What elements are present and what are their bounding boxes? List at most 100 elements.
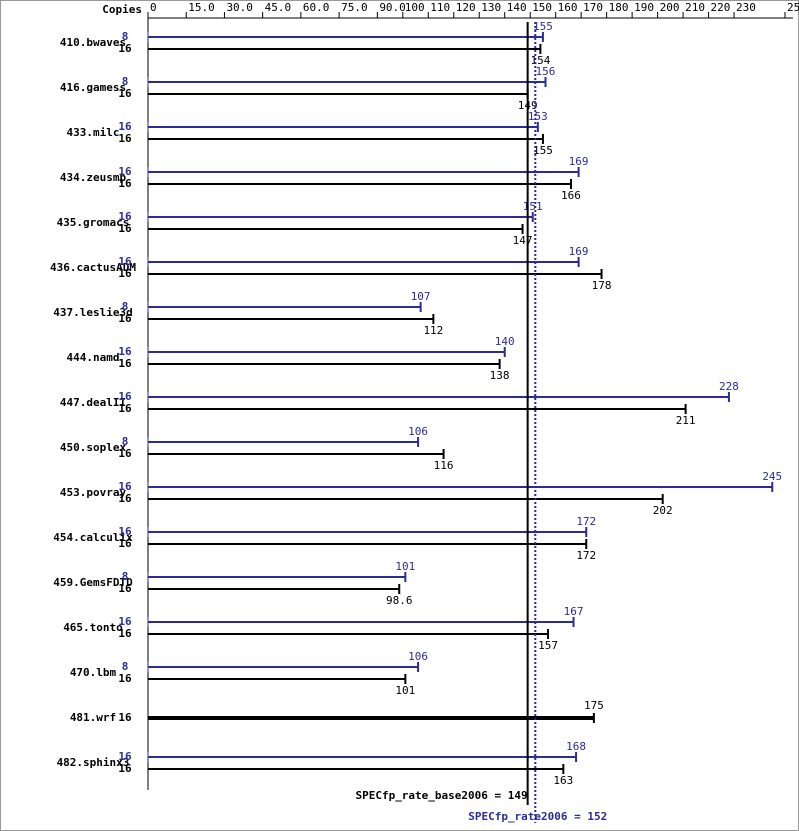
copies-label: 8 [122,435,129,448]
copies-label: 16 [118,222,132,235]
value-label: 98.6 [386,594,413,607]
copies-label: 16 [118,615,132,628]
x-tick-label: 200 [660,1,680,14]
copies-label: 16 [118,672,132,685]
x-tick-label: 0 [150,1,157,14]
value-label: 211 [676,414,696,427]
value-label: 106 [408,425,428,438]
value-label: 157 [538,639,558,652]
copies-label: 16 [118,177,132,190]
value-label: 147 [513,234,533,247]
x-tick-label: 210 [685,1,705,14]
copies-label: 16 [118,627,132,640]
value-label: 153 [528,110,548,123]
copies-label: 16 [118,537,132,550]
value-label: 167 [564,605,584,618]
benchmark-label: 459.GemsFDTD [53,576,133,589]
x-tick-label: 220 [711,1,731,14]
benchmark-label: 465.tonto [63,621,123,634]
copies-label: 16 [118,402,132,415]
value-label: 168 [566,740,586,753]
value-label: 202 [653,504,673,517]
value-label: 172 [576,515,596,528]
value-label: 175 [584,699,604,712]
value-label: 156 [536,65,556,78]
x-tick-label: 15.0 [188,1,215,14]
value-label: 228 [719,380,739,393]
copies-label: 16 [118,312,132,325]
copies-label: 16 [118,132,132,145]
copies-label: 16 [118,750,132,763]
copies-label: 16 [118,255,132,268]
x-tick-label: 100 [405,1,425,14]
value-label: 116 [434,459,454,472]
x-tick-label: 140 [507,1,527,14]
reference-label: SPECfp_rate_base2006 = 149 [355,789,527,802]
x-tick-label: 30.0 [226,1,253,14]
x-tick-label: 180 [609,1,629,14]
benchmark-label: 454.calculix [53,531,133,544]
value-label: 163 [553,774,573,787]
x-tick-label: 170 [583,1,603,14]
copies-label: 16 [118,42,132,55]
copies-label: 16 [118,480,132,493]
value-label: 178 [592,279,612,292]
x-tick-label: 75.0 [341,1,368,14]
benchmark-label: 434.zeusmp [60,171,127,184]
copies-label: 16 [118,582,132,595]
x-tick-label: 120 [456,1,476,14]
value-label: 155 [533,144,553,157]
benchmark-label: 470.lbm [70,666,117,679]
value-label: 101 [395,684,415,697]
value-label: 166 [561,189,581,202]
copies-label: 16 [118,711,132,724]
copies-label: 16 [118,525,132,538]
benchmark-label: 433.milc [67,126,120,139]
benchmark-label: 453.povray [60,486,127,499]
value-label: 106 [408,650,428,663]
copies-label: 8 [122,300,129,313]
benchmark-label: 444.namd [67,351,120,364]
copies-label: 8 [122,75,129,88]
copies-label: 16 [118,87,132,100]
copies-label: 8 [122,30,129,43]
copies-label: 16 [118,120,132,133]
reference-label: SPECfp_rate2006 = 152 [468,810,607,823]
benchmark-label: 482.sphinx3 [57,756,130,769]
benchmark-label: 447.dealII [60,396,126,409]
benchmark-label: 410.bwaves [60,36,126,49]
copies-label: 16 [118,492,132,505]
copies-label: 16 [118,267,132,280]
copies-label: 8 [122,660,129,673]
x-tick-label: 45.0 [265,1,292,14]
copies-label: 8 [122,570,129,583]
x-tick-label: 110 [430,1,450,14]
x-tick-label: 130 [481,1,501,14]
x-tick-label: 90.0 [379,1,406,14]
value-label: 138 [490,369,510,382]
value-label: 140 [495,335,515,348]
benchmark-label: 435.gromacs [57,216,130,229]
value-label: 107 [411,290,431,303]
benchmark-label: 481.wrf [70,711,116,724]
copies-label: 16 [118,345,132,358]
axis-label: Copies [102,3,142,16]
x-tick-label: 250 [787,1,799,14]
value-label: 172 [576,549,596,562]
benchmark-label: 436.cactusADM [50,261,136,274]
x-tick-label: 150 [532,1,552,14]
value-label: 112 [423,324,443,337]
value-label: 101 [395,560,415,573]
benchmark-label: 437.leslie3d [53,306,132,319]
copies-label: 16 [118,447,132,460]
copies-label: 16 [118,210,132,223]
value-label: 155 [533,20,553,33]
copies-label: 16 [118,357,132,370]
x-tick-label: 160 [558,1,578,14]
x-tick-label: 190 [634,1,654,14]
value-label: 169 [569,155,589,168]
value-label: 151 [523,200,543,213]
value-label: 245 [762,470,782,483]
x-tick-label: 230 [736,1,756,14]
